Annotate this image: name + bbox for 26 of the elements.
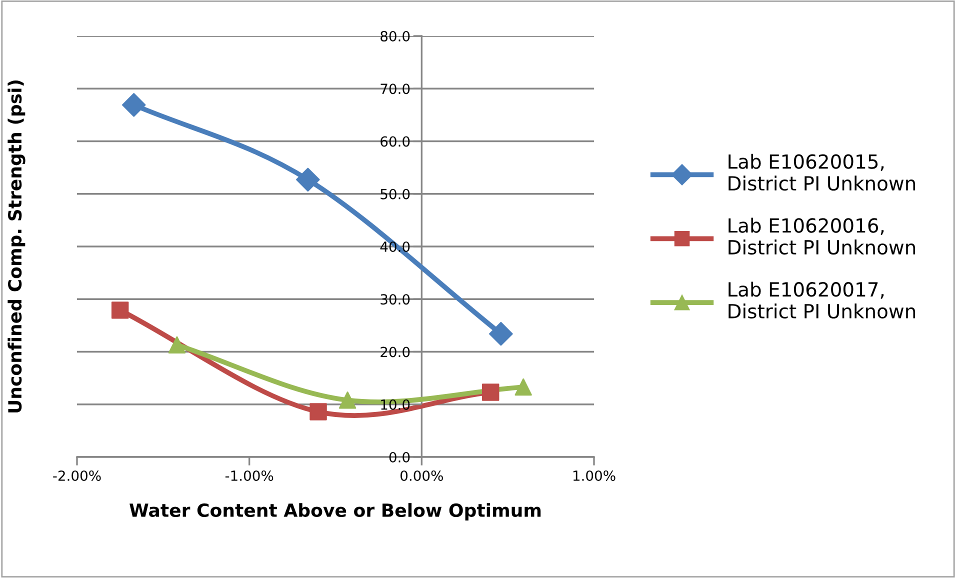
y-tick-label: 80.0	[380, 30, 410, 42]
y-tick-label: 0.0	[389, 452, 410, 462]
x-tick-label: 1.00%	[573, 470, 616, 481]
y-tick-label: 50.0	[380, 188, 410, 200]
point	[338, 392, 356, 409]
x-tick-label: -2.00%	[53, 470, 101, 481]
y-tick-label: 60.0	[380, 136, 410, 147]
x-tick-label: -1.00%	[225, 470, 274, 481]
y-tick-label: 40.0	[380, 241, 410, 252]
point	[168, 336, 186, 354]
x-tick-label: 0.00%	[400, 470, 443, 481]
x-axis-title: Water Content Above or Below Optimum	[130, 503, 541, 521]
point	[122, 93, 146, 117]
legend-label: Lab E10620017, District PI Unknown	[728, 282, 916, 319]
y-tick-label: 30.0	[380, 294, 410, 305]
legend-label: Lab E10620016, District PI Unknown	[728, 218, 916, 255]
point	[111, 302, 129, 319]
point	[489, 322, 513, 346]
y-tick-label: 20.0	[380, 346, 410, 358]
point	[514, 378, 532, 396]
point	[310, 403, 327, 420]
point	[296, 168, 320, 192]
y-axis-title: Unconfined Comp. Strength (psi)	[8, 80, 26, 412]
y-tick-label: 70.0	[380, 84, 410, 94]
point	[482, 384, 500, 401]
legend-label: Lab E10620015, District PI Unknown	[728, 154, 916, 191]
